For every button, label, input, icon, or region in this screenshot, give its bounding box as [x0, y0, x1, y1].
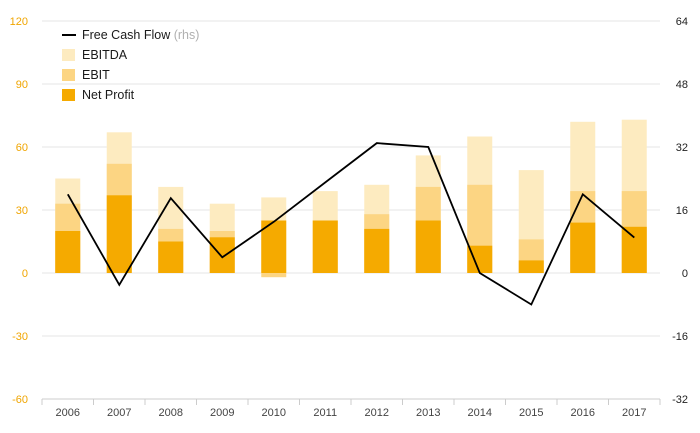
- legend-label: EBIT: [82, 68, 110, 82]
- x-tick-label: 2015: [519, 407, 543, 419]
- net-profit-bar-2006: [55, 231, 81, 273]
- y-right-tick-label: 64: [676, 16, 688, 28]
- y-right-tick-label: 48: [676, 79, 688, 91]
- legend-label: Free Cash Flow (rhs): [82, 28, 199, 42]
- x-tick-label: 2017: [622, 407, 646, 419]
- net-profit-bar-2010: [261, 220, 287, 273]
- legend-label: EBITDA: [82, 48, 128, 62]
- x-axis: 2006 2007 2008 2009 2010 2011 2012 2013 2014 2015…: [41, 398, 661, 419]
- y-left-tick-label: 120: [10, 16, 28, 28]
- net-profit-bar-2017: [621, 226, 647, 273]
- free-cash-flow-line: [67, 142, 635, 306]
- y-axis-left: 120 90 60 30 0 -30 -60: [10, 16, 28, 406]
- legend-suffix: (rhs): [170, 28, 199, 42]
- net-profit-bar-2015: [518, 260, 544, 273]
- y-right-tick-label: 32: [676, 142, 688, 154]
- x-tick-label: 2014: [468, 407, 492, 419]
- legend: Free Cash Flow (rhs) EBITDA EBIT Net Profit: [62, 28, 199, 102]
- x-tick-label: 2013: [416, 407, 440, 419]
- x-tick-label: 2016: [571, 407, 595, 419]
- net-profit-bar-2013: [415, 220, 441, 273]
- legend-box-swatch: [62, 89, 75, 101]
- net-profit-bar-2009: [209, 237, 235, 273]
- free-cash-flow-polyline: [67, 142, 635, 306]
- net-profit-bar-2007: [106, 195, 132, 273]
- net-profit-bar-2011: [312, 220, 338, 273]
- x-tick-label: 2012: [365, 407, 389, 419]
- ebitda-bars: [55, 119, 647, 273]
- y-left-tick-label: 0: [22, 268, 28, 280]
- net-profit-bar-2008: [158, 241, 184, 273]
- legend-box-swatch: [62, 49, 75, 61]
- x-tick-label: 2007: [107, 407, 131, 419]
- y-left-tick-label: 90: [16, 79, 28, 91]
- x-tick-label: 2008: [159, 407, 183, 419]
- y-left-tick-label: -60: [12, 394, 28, 406]
- net-profit-bar-2012: [364, 228, 390, 273]
- y-right-tick-label: 16: [676, 205, 688, 217]
- legend-box-swatch: [62, 69, 75, 81]
- y-right-tick-label: 0: [682, 268, 688, 280]
- x-tick-label: 2006: [56, 407, 80, 419]
- x-tick-label: 2011: [313, 407, 337, 419]
- ebit-bar-2010: [261, 273, 287, 278]
- legend-label: Net Profit: [82, 88, 135, 102]
- y-left-tick-label: -30: [12, 331, 28, 343]
- x-tick-label: 2010: [262, 407, 286, 419]
- x-tick-label: 2009: [210, 407, 234, 419]
- y-left-tick-label: 30: [16, 205, 28, 217]
- net-profit-bar-2016: [570, 222, 596, 273]
- net-profit-bars: [55, 195, 647, 273]
- grid-lines: [42, 20, 660, 400]
- y-right-tick-label: -16: [672, 331, 688, 343]
- y-left-tick-label: 60: [16, 142, 28, 154]
- y-right-tick-label: -32: [672, 394, 688, 406]
- y-axis-right: 64 48 32 16 0 -16 -32: [672, 16, 688, 406]
- ebit-bars: [55, 163, 647, 278]
